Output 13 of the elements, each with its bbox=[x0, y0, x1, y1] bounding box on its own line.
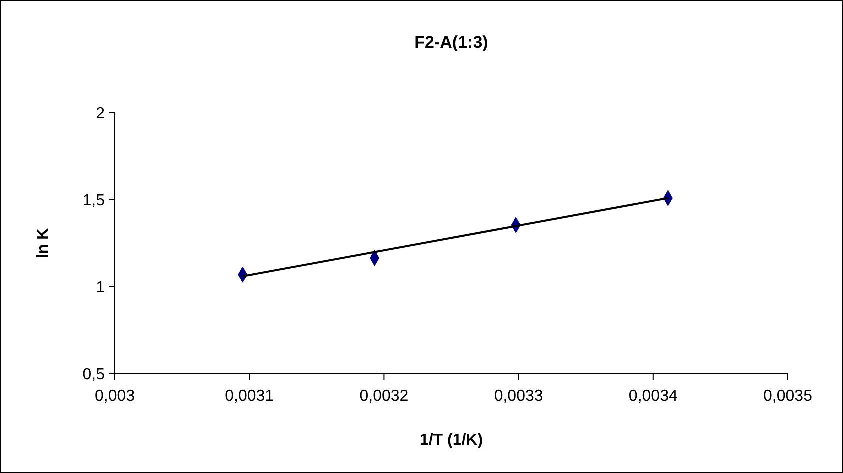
x-tick-label: 0,0034 bbox=[628, 388, 678, 405]
y-tick-label: 1 bbox=[96, 280, 106, 297]
x-tick-label: 0,0032 bbox=[360, 388, 409, 405]
chart-title: F2-A(1:3) bbox=[414, 33, 488, 52]
y-tick-label: 0,5 bbox=[82, 366, 106, 384]
y-tick-label: 1,5 bbox=[82, 192, 106, 210]
x-tick-label: 0,0033 bbox=[494, 388, 544, 405]
x-tick-label: 0,0031 bbox=[225, 388, 274, 405]
x-tick-label: 0,0035 bbox=[764, 388, 813, 405]
y-tick-label: 2 bbox=[96, 106, 106, 123]
x-axis-title: 1/T (1/K) bbox=[420, 432, 484, 449]
x-tick-label: 0,003 bbox=[94, 388, 136, 405]
y-axis-title: ln K bbox=[35, 228, 52, 259]
